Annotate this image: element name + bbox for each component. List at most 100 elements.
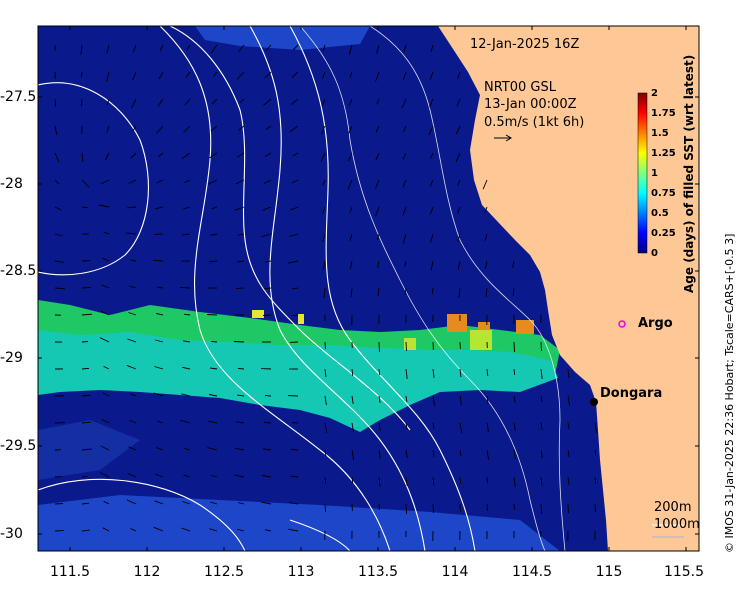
current-vector: [234, 206, 245, 211]
current-vector: [81, 341, 89, 343]
current-vector: [104, 152, 110, 161]
current-vector: [180, 419, 191, 424]
current-vector: [431, 287, 434, 295]
current-vector: [322, 260, 326, 270]
current-vector: [261, 233, 272, 238]
current-vector: [265, 529, 272, 532]
current-vector: [432, 368, 435, 378]
current-vector: [265, 44, 272, 52]
current-vector: [567, 422, 570, 429]
current-vector: [132, 71, 137, 81]
current-vector: [101, 419, 110, 424]
current-vector: [402, 179, 407, 188]
current-vector: [208, 420, 218, 424]
current-vector: [457, 206, 461, 214]
current-vector: [155, 473, 164, 478]
current-vector: [486, 395, 489, 404]
current-vector: [324, 395, 327, 405]
current-vector: [262, 314, 272, 316]
current-vector: [457, 233, 461, 242]
current-vector: [81, 502, 90, 505]
current-vector: [540, 395, 543, 402]
current-vector: [456, 98, 461, 107]
current-vector: [320, 125, 326, 135]
current-vector: [405, 503, 408, 515]
current-vector: [183, 340, 191, 343]
current-vector: [430, 233, 434, 243]
current-vector: [236, 421, 245, 424]
current-vector: [484, 260, 488, 269]
current-vector: [378, 395, 381, 403]
current-vector: [106, 44, 110, 54]
current-vector: [324, 449, 327, 456]
current-vector: [347, 179, 353, 190]
colorbar-tick: 1: [651, 168, 658, 179]
current-vector: [238, 233, 245, 236]
current-vector: [292, 44, 299, 51]
current-vector: [402, 206, 407, 216]
current-vector: [265, 125, 272, 130]
current-vector: [378, 368, 381, 376]
current-vector: [321, 98, 326, 107]
current-vector: [238, 125, 245, 131]
current-vector: [429, 71, 434, 80]
current-vector: [99, 337, 110, 343]
current-vector: [484, 233, 488, 241]
current-vector: [184, 179, 191, 184]
current-vector: [211, 206, 218, 210]
current-product-label: NRT00 GSL: [484, 80, 556, 95]
current-vector: [236, 71, 245, 80]
colorbar-tick: 0: [651, 248, 658, 259]
current-vector: [235, 447, 245, 451]
current-vector: [130, 393, 137, 397]
current-vector: [100, 310, 110, 316]
current-vector: [459, 422, 463, 433]
current-vector: [81, 367, 90, 370]
current-vector: [594, 422, 598, 433]
x-tick-label: 113: [287, 564, 315, 580]
current-vector: [377, 287, 380, 297]
current-vector: [455, 125, 461, 135]
x-tick-label: 115: [595, 564, 623, 580]
current-vector: [405, 422, 408, 430]
current-vector: [102, 392, 110, 397]
current-vector: [182, 233, 191, 236]
current-vector: [211, 98, 218, 105]
current-vector: [432, 422, 435, 429]
current-vector: [324, 476, 327, 484]
current-vector: [378, 341, 380, 353]
current-vector: [157, 286, 164, 289]
current-vector: [80, 98, 83, 107]
current-vector: [182, 366, 191, 370]
current-vector: [132, 125, 137, 132]
colorbar-tick: 2: [651, 88, 658, 99]
current-vector: [207, 179, 218, 185]
current-vector: [405, 368, 408, 379]
shelf-contour: [299, 26, 566, 551]
current-vector: [100, 179, 110, 185]
current-vector: [236, 152, 245, 158]
current-vector: [290, 206, 299, 211]
current-vector: [158, 71, 164, 80]
current-vector: [128, 446, 137, 451]
current-vector: [103, 365, 110, 370]
current-vector: [290, 98, 299, 105]
current-vector: [81, 206, 88, 209]
current-vector: [375, 206, 380, 217]
current-vector: [235, 179, 245, 185]
current-vector: [432, 395, 436, 406]
current-vector: [375, 125, 380, 133]
current-vector: [567, 395, 571, 406]
current-vector: [486, 368, 489, 377]
current-vector: [540, 503, 543, 515]
current-vector: [154, 500, 164, 505]
current-vector: [594, 503, 596, 513]
current-vector: [234, 474, 245, 478]
current-vector: [183, 125, 191, 133]
current-vector: [181, 152, 191, 160]
current-vector: [350, 287, 353, 297]
current-vector: [81, 475, 89, 478]
current-vector: [154, 366, 164, 370]
current-vector: [262, 475, 272, 478]
current-vector: [179, 286, 191, 289]
